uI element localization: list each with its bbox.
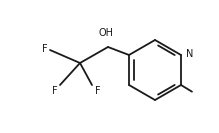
Text: F: F xyxy=(52,86,57,96)
Text: F: F xyxy=(42,44,47,54)
Text: N: N xyxy=(186,49,193,59)
Text: F: F xyxy=(95,86,100,96)
Text: OH: OH xyxy=(98,28,113,38)
